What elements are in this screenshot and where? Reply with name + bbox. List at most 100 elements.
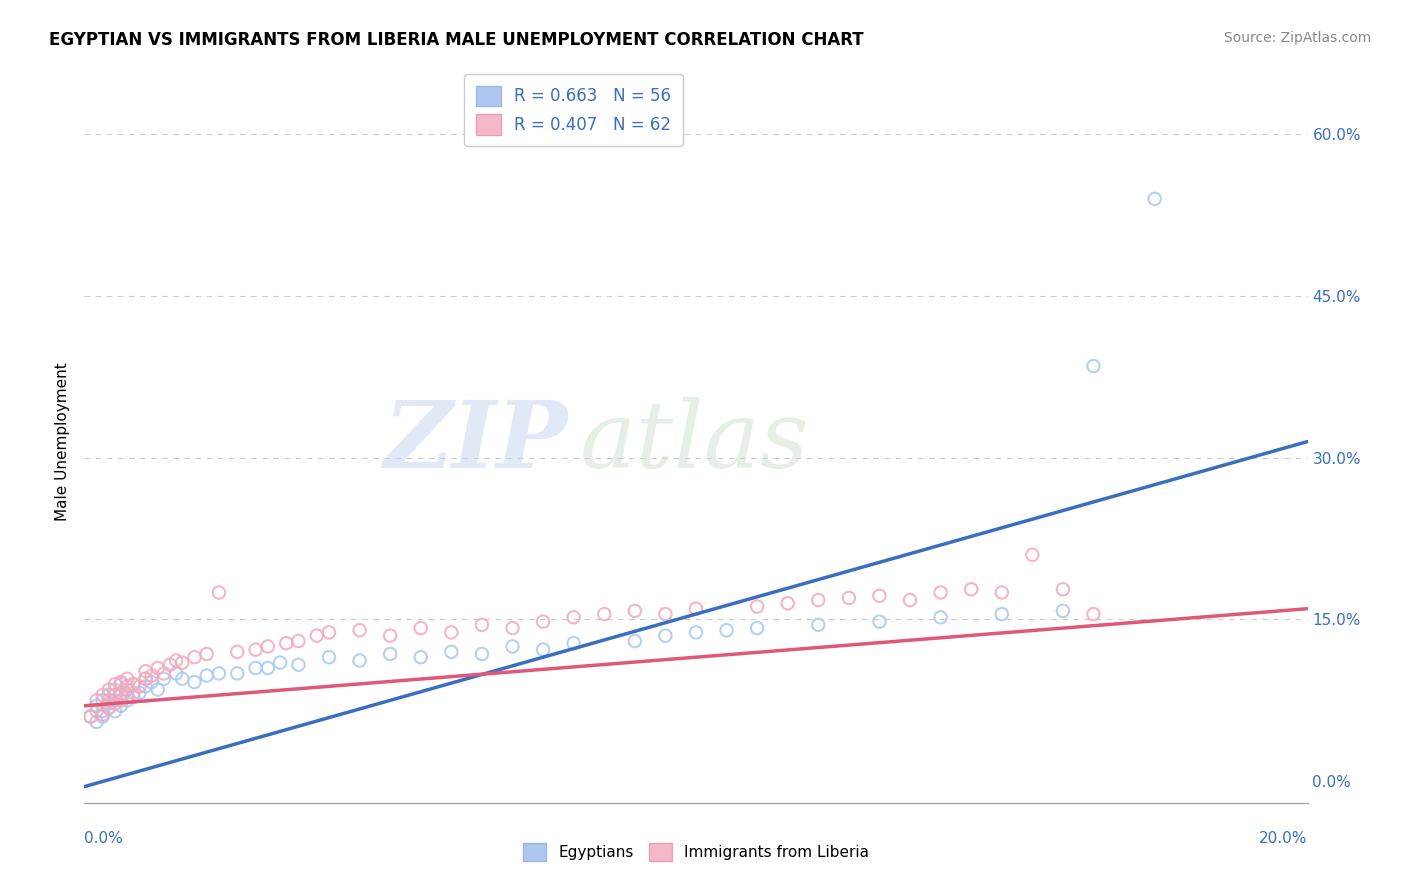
- Y-axis label: Male Unemployment: Male Unemployment: [55, 362, 70, 521]
- Point: [91, 709, 114, 723]
- Point: [991, 585, 1014, 599]
- Point: [135, 672, 157, 686]
- Text: 0.0%: 0.0%: [84, 830, 124, 846]
- Point: [172, 656, 194, 670]
- Point: [79, 709, 101, 723]
- Point: [122, 677, 145, 691]
- Point: [97, 693, 120, 707]
- Point: [502, 640, 524, 654]
- Point: [562, 610, 585, 624]
- Legend: Egyptians, Immigrants from Liberia: Egyptians, Immigrants from Liberia: [517, 837, 875, 867]
- Point: [195, 668, 218, 682]
- Point: [287, 657, 309, 672]
- Point: [1083, 607, 1105, 621]
- Point: [86, 693, 108, 707]
- Point: [91, 707, 114, 722]
- Point: [562, 636, 585, 650]
- Point: [208, 666, 231, 681]
- Point: [624, 634, 647, 648]
- Point: [128, 686, 150, 700]
- Text: 20.0%: 20.0%: [1260, 830, 1308, 846]
- Point: [110, 675, 132, 690]
- Point: [110, 693, 132, 707]
- Point: [97, 701, 120, 715]
- Point: [471, 647, 494, 661]
- Point: [165, 653, 187, 667]
- Point: [115, 672, 138, 686]
- Point: [593, 607, 616, 621]
- Point: [208, 585, 231, 599]
- Point: [91, 688, 114, 702]
- Point: [172, 672, 194, 686]
- Point: [531, 615, 554, 629]
- Point: [115, 690, 138, 705]
- Point: [104, 688, 127, 702]
- Point: [380, 629, 402, 643]
- Point: [1052, 582, 1074, 597]
- Point: [531, 642, 554, 657]
- Point: [122, 690, 145, 705]
- Point: [86, 698, 108, 713]
- Point: [135, 679, 157, 693]
- Point: [245, 642, 267, 657]
- Point: [122, 686, 145, 700]
- Point: [104, 693, 127, 707]
- Point: [104, 677, 127, 691]
- Point: [807, 593, 830, 607]
- Point: [153, 672, 176, 686]
- Point: [115, 693, 138, 707]
- Point: [269, 656, 291, 670]
- Point: [624, 604, 647, 618]
- Point: [153, 666, 176, 681]
- Point: [991, 607, 1014, 621]
- Point: [716, 624, 738, 638]
- Point: [115, 679, 138, 693]
- Point: [747, 621, 769, 635]
- Point: [141, 675, 163, 690]
- Point: [104, 682, 127, 697]
- Point: [86, 704, 108, 718]
- Point: [318, 625, 340, 640]
- Point: [654, 607, 676, 621]
- Point: [97, 688, 120, 702]
- Point: [110, 698, 132, 713]
- Point: [159, 657, 181, 672]
- Point: [97, 701, 120, 715]
- Point: [110, 686, 132, 700]
- Point: [929, 610, 952, 624]
- Point: [110, 677, 132, 691]
- Point: [128, 679, 150, 693]
- Point: [1143, 192, 1166, 206]
- Point: [1052, 604, 1074, 618]
- Point: [257, 640, 280, 654]
- Point: [502, 621, 524, 635]
- Point: [318, 650, 340, 665]
- Point: [685, 601, 707, 615]
- Point: [91, 693, 114, 707]
- Point: [97, 682, 120, 697]
- Text: Source: ZipAtlas.com: Source: ZipAtlas.com: [1223, 31, 1371, 45]
- Point: [349, 624, 371, 638]
- Point: [747, 599, 769, 614]
- Point: [135, 672, 157, 686]
- Point: [165, 666, 187, 681]
- Point: [245, 661, 267, 675]
- Point: [1021, 548, 1043, 562]
- Point: [807, 618, 830, 632]
- Text: ZIP: ZIP: [384, 397, 568, 486]
- Point: [135, 665, 157, 679]
- Point: [115, 682, 138, 697]
- Point: [257, 661, 280, 675]
- Text: EGYPTIAN VS IMMIGRANTS FROM LIBERIA MALE UNEMPLOYMENT CORRELATION CHART: EGYPTIAN VS IMMIGRANTS FROM LIBERIA MALE…: [49, 31, 863, 49]
- Point: [104, 704, 127, 718]
- Point: [471, 618, 494, 632]
- Point: [685, 625, 707, 640]
- Point: [146, 661, 169, 675]
- Point: [409, 650, 432, 665]
- Point: [146, 682, 169, 697]
- Point: [183, 650, 205, 665]
- Point: [91, 704, 114, 718]
- Point: [86, 714, 108, 729]
- Point: [838, 591, 860, 605]
- Point: [409, 621, 432, 635]
